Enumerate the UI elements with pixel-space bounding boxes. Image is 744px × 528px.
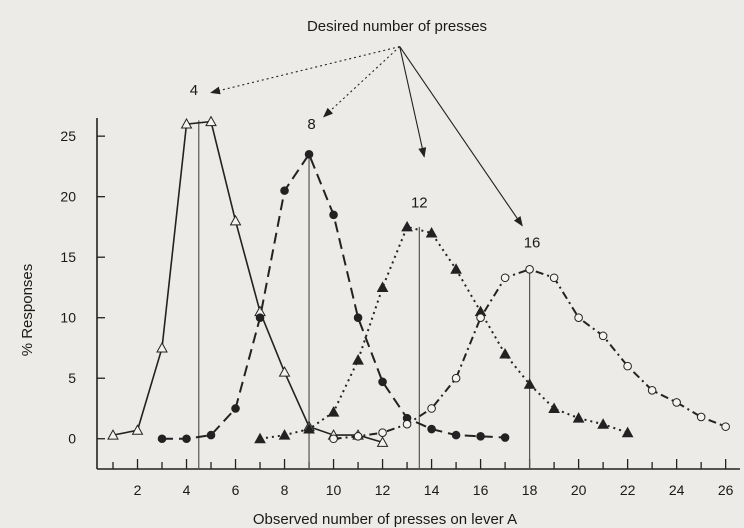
target-lines: 4 8 12 16 [190,82,541,469]
y-tick-label: 15 [60,249,76,265]
data-point [572,412,585,423]
data-point [623,361,632,371]
data-point [182,434,191,444]
x-tick-label: 6 [232,482,240,498]
x-tick-label: 26 [718,482,734,498]
data-point [500,433,510,442]
data-point [597,418,609,429]
data-point [476,432,485,441]
data-point [598,331,608,341]
data-point [525,264,534,274]
x-tick-label: 24 [669,482,685,498]
data-point [672,398,681,407]
data-point [107,429,119,440]
data-point [353,313,363,323]
data-point [647,386,657,395]
annotation-arrow [323,46,401,118]
series-8 [157,150,510,444]
x-tick-label: 2 [134,482,142,498]
series-line-4 [112,120,383,444]
data-point [329,210,338,220]
data-point [499,347,511,359]
annotation-arrow [210,46,400,95]
data-point [427,424,436,434]
data-point [280,186,289,195]
data-point [548,402,560,413]
y-tick-label: 5 [68,370,76,386]
data-point [549,273,559,283]
target-label-16: 16 [524,235,541,252]
data-point [303,423,315,434]
x-tick-label: 10 [326,482,342,498]
data-point [156,341,168,353]
data-point [721,422,730,431]
data-point [254,432,266,444]
data-point [352,354,364,365]
data-point [450,263,462,274]
x-tick-label: 14 [424,482,440,498]
series-12 [254,220,634,444]
series-line-16 [333,268,727,440]
series-line-12 [259,225,628,440]
data-point [402,419,412,429]
series-4 [107,115,389,447]
data-point [376,281,389,292]
target-label-8: 8 [307,116,315,133]
x-tick-label: 16 [473,482,489,498]
y-tick-label: 10 [60,310,76,326]
x-tick-label: 22 [620,482,636,498]
data-point [131,424,144,435]
data-point [327,406,340,417]
data-point [231,404,240,413]
data-point [476,313,485,323]
data-point [378,377,387,387]
y-tick-label: 0 [68,431,76,447]
target-label-4: 4 [190,82,198,99]
data-point [229,214,242,226]
data-point [425,226,438,238]
data-point [376,436,389,447]
x-axis-title: Observed number of presses on lever A [253,511,517,528]
data-point [304,150,314,159]
data-point [574,313,583,323]
annotation-arrow [399,46,523,227]
data-point [206,430,216,440]
x-tick-label: 4 [183,482,191,498]
data-point [500,273,510,283]
data-point [427,404,436,413]
data-point [353,432,363,441]
data-point [451,430,461,440]
series-line-8 [162,152,506,440]
x-tick-label: 12 [375,482,391,498]
x-tick-label: 18 [522,482,538,498]
data-point [205,115,217,127]
y-axis-title: % Responses [19,264,36,357]
series-16 [329,264,730,444]
x-tick-label: 8 [281,482,289,498]
data-point [378,428,387,437]
x-ticks: 2 4 6 8 10 12 14 16 18 20 22 24 26 [112,459,734,498]
y-tick-label: 25 [60,128,76,144]
data-point [157,434,167,444]
data-point [180,118,193,129]
annotation-layer [210,46,523,227]
data-point [523,378,536,389]
y-tick-label: 20 [60,189,76,205]
data-point [621,426,634,438]
data-point [696,412,706,422]
y-ticks: 0 5 10 15 20 25 [60,128,105,447]
data-point [278,429,291,440]
annotation-text: Desired number of presses [307,18,487,35]
data-point [278,366,291,377]
data-point [401,220,413,232]
target-label-12: 12 [411,195,428,212]
data-point [451,373,461,383]
data-point [255,313,265,323]
annotation-arrow [399,46,427,158]
x-tick-label: 20 [571,482,587,498]
data-point [329,434,338,444]
series-layer [107,115,730,447]
